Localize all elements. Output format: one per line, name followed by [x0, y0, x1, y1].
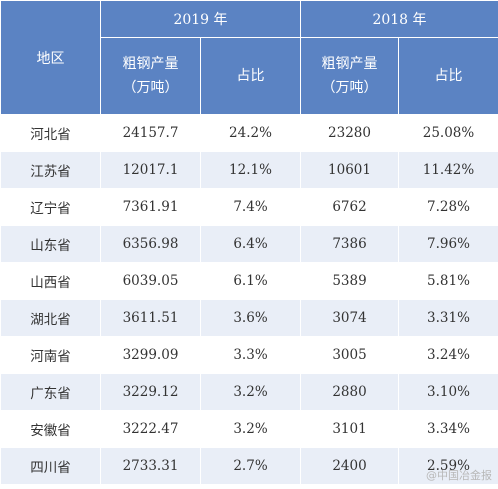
table-row: 山东省 6356.98 6.4% 7386 7.96% [0, 225, 498, 263]
table-row: 河北省 24157.7 24.2% 23280 25.08% [0, 114, 498, 152]
table-row: 湖北省 3611.51 3.6% 3074 3.31% [0, 299, 498, 337]
output-label-line2: （万吨） [122, 80, 179, 96]
share-2019-cell: 12.1% [200, 151, 301, 189]
output-2018-cell: 6762 [300, 188, 399, 226]
output-2019-cell: 3222.47 [100, 410, 201, 448]
share-2018-cell: 11.42% [398, 151, 498, 189]
share-2019-cell: 2.7% [200, 447, 301, 485]
table-row: 四川省 2733.31 2.7% 2400 2.59% [0, 447, 498, 485]
share-2019-cell: 3.2% [200, 373, 301, 411]
output-2018-cell: 2400 [300, 447, 399, 485]
table-row: 广东省 3229.12 3.2% 2880 3.10% [0, 373, 498, 411]
table-body: 河北省 24157.7 24.2% 23280 25.08% 江苏省 12017.1 12.1… [0, 114, 498, 485]
share-2019-header: 占比 [200, 37, 301, 115]
table-row: 河南省 3299.09 3.3% 3005 3.24% [0, 336, 498, 374]
share-2018-cell: 3.31% [398, 299, 498, 337]
output-label-line2: （万吨） [321, 80, 378, 96]
table-row: 安徽省 3222.47 3.2% 3101 3.34% [0, 410, 498, 448]
output-2018-header: 粗钢产量 （万吨） [300, 37, 399, 115]
share-2019-cell: 3.6% [200, 299, 301, 337]
region-cell: 河南省 [0, 336, 101, 374]
share-2019-cell: 6.1% [200, 262, 301, 300]
share-2019-cell: 24.2% [200, 114, 301, 152]
region-cell: 广东省 [0, 373, 101, 411]
table-row: 辽宁省 7361.91 7.4% 6762 7.28% [0, 188, 498, 226]
region-cell: 河北省 [0, 114, 101, 152]
region-cell: 江苏省 [0, 151, 101, 189]
output-2018-cell: 23280 [300, 114, 399, 152]
share-2019-cell: 3.2% [200, 410, 301, 448]
share-2018-cell: 7.28% [398, 188, 498, 226]
region-cell: 辽宁省 [0, 188, 101, 226]
output-2019-cell: 3299.09 [100, 336, 201, 374]
output-2019-cell: 2733.31 [100, 447, 201, 485]
output-2019-header: 粗钢产量 （万吨） [100, 37, 201, 115]
output-2018-cell: 3101 [300, 410, 399, 448]
output-2019-cell: 3229.12 [100, 373, 201, 411]
share-2018-header: 占比 [398, 37, 498, 115]
region-cell: 山西省 [0, 262, 101, 300]
output-2019-cell: 6039.05 [100, 262, 201, 300]
share-2018-cell: 25.08% [398, 114, 498, 152]
share-2018-cell: 5.81% [398, 262, 498, 300]
year-2018-header: 2018 年 [300, 0, 498, 38]
output-2018-cell: 2880 [300, 373, 399, 411]
year-2019-header: 2019 年 [100, 0, 301, 38]
output-2018-cell: 5389 [300, 262, 399, 300]
share-2018-cell: 3.24% [398, 336, 498, 374]
output-2018-cell: 10601 [300, 151, 399, 189]
region-cell: 湖北省 [0, 299, 101, 337]
output-2019-cell: 3611.51 [100, 299, 201, 337]
region-cell: 安徽省 [0, 410, 101, 448]
watermark: @中国冶金报 [426, 469, 492, 482]
share-2018-cell: 3.10% [398, 373, 498, 411]
output-2019-cell: 6356.98 [100, 225, 201, 263]
share-2019-cell: 3.3% [200, 336, 301, 374]
share-2018-cell: 2.59% [398, 447, 498, 485]
output-2018-cell: 3074 [300, 299, 399, 337]
output-label-line1: 粗钢产量 [321, 56, 378, 72]
region-header: 地区 [0, 0, 101, 115]
output-2019-cell: 12017.1 [100, 151, 201, 189]
table-row: 山西省 6039.05 6.1% 5389 5.81% [0, 262, 498, 300]
region-cell: 山东省 [0, 225, 101, 263]
share-2019-cell: 6.4% [200, 225, 301, 263]
share-2018-cell: 7.96% [398, 225, 498, 263]
region-cell: 四川省 [0, 447, 101, 485]
share-2018-cell: 3.34% [398, 410, 498, 448]
output-label-line1: 粗钢产量 [122, 56, 179, 72]
output-2018-cell: 7386 [300, 225, 399, 263]
output-2018-cell: 3005 [300, 336, 399, 374]
table-row: 江苏省 12017.1 12.1% 10601 11.42% [0, 151, 498, 189]
share-2019-cell: 7.4% [200, 188, 301, 226]
output-2019-cell: 7361.91 [100, 188, 201, 226]
output-2019-cell: 24157.7 [100, 114, 201, 152]
